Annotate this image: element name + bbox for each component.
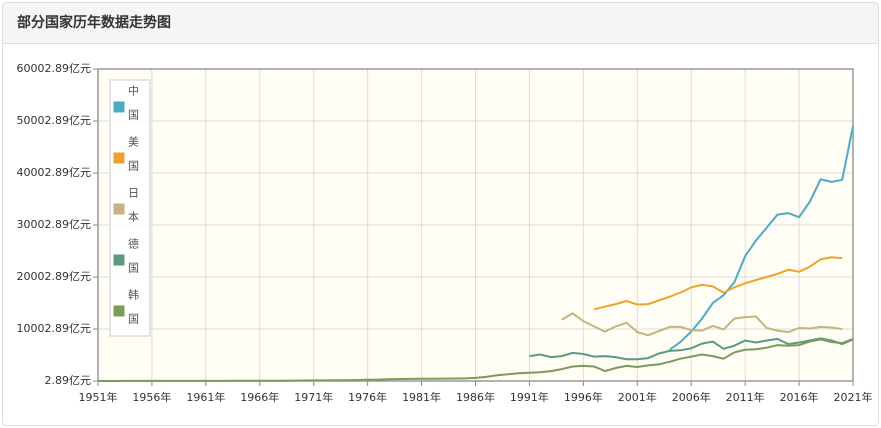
y-tick-label: 10002.89亿元 [17,322,92,335]
x-tick-label: 2021年 [834,390,873,404]
panel-title: 部分国家历年数据走势图 [3,3,878,44]
x-tick-label: 1996年 [564,390,603,404]
x-tick-label: 1951年 [79,390,118,404]
x-tick-label: 2001年 [618,390,657,404]
y-tick-label: 2.89亿元 [45,374,92,387]
legend-label: 日本 [127,187,140,235]
x-tick-label: 2016年 [780,390,819,404]
series-line [529,337,854,361]
x-tick-label: 1961年 [186,390,225,404]
legend-swatch [112,100,126,114]
x-tick-label: 1966年 [240,390,279,404]
legend-label: 中国 [127,85,140,133]
y-tick-label: 50002.89亿元 [17,114,92,127]
legend-swatch [112,253,126,267]
x-tick-label: 2006年 [672,390,711,404]
plot-border [97,68,854,382]
y-tick-label: 60002.89亿元 [17,62,92,75]
y-tick-label: 20002.89亿元 [17,270,92,283]
series-line [593,256,843,311]
y-tick-label: 40002.89亿元 [17,166,92,179]
x-tick-label: 1991年 [510,390,549,404]
x-tick-label: 2011年 [726,390,765,404]
legend-label: 德国 [127,237,140,286]
series-line [669,126,854,351]
y-tick-label: 30002.89亿元 [17,218,92,231]
legend-swatch [112,304,126,318]
legend-label: 韩国 [127,288,140,337]
series-line [561,312,843,337]
x-tick-label: 1971年 [294,390,333,404]
legend-swatch [112,151,126,165]
legend-swatch [112,202,126,216]
x-tick-label: 1981年 [402,390,441,404]
series-line [98,337,854,382]
x-tick-label: 1956年 [132,390,171,404]
legend-label: 美国 [127,136,140,184]
x-tick-label: 1976年 [348,390,387,404]
x-tick-label: 1986年 [456,390,495,404]
